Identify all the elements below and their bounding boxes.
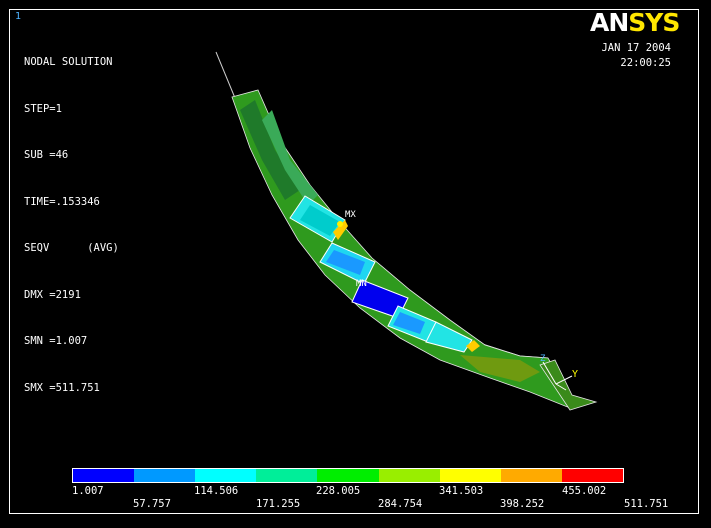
info-sub: SUB =46 bbox=[24, 149, 69, 161]
block-4-side bbox=[393, 312, 425, 334]
info-time: TIME=.153346 bbox=[24, 195, 100, 208]
info-title: NODAL SOLUTION bbox=[24, 56, 113, 68]
legend-value-bottom: 171.255 bbox=[256, 498, 301, 510]
legend-swatch bbox=[561, 469, 623, 482]
info-seqv: SEQV (AVG) bbox=[24, 242, 119, 254]
band-shade-2 bbox=[262, 110, 318, 205]
z-axis-line bbox=[542, 361, 557, 385]
band-shade-3 bbox=[460, 355, 540, 382]
max-marker: MX bbox=[345, 210, 356, 220]
legend-value-top: 228.005 bbox=[316, 485, 361, 497]
ansys-logo: ANSYS bbox=[590, 8, 680, 37]
block-5-hot bbox=[466, 340, 480, 352]
legend-swatch bbox=[439, 469, 501, 482]
contour-legend-bar bbox=[72, 468, 624, 483]
graphics-window-frame bbox=[9, 9, 699, 514]
legend-value-bottom: 284.754 bbox=[378, 498, 423, 510]
block-3 bbox=[351, 279, 409, 319]
x-axis-line bbox=[555, 383, 567, 391]
block-1-hot bbox=[333, 220, 348, 240]
legend-value-top: 341.503 bbox=[439, 485, 484, 497]
legend-swatch bbox=[256, 469, 318, 482]
legend-value-bottom: 57.757 bbox=[133, 498, 171, 510]
min-marker: MN bbox=[356, 279, 367, 289]
legend-value-bottom: 398.252 bbox=[500, 498, 545, 510]
legend-swatch bbox=[378, 469, 440, 482]
legend-swatch bbox=[134, 469, 196, 482]
block-5 bbox=[425, 321, 473, 353]
info-dmx: DMX =2191 bbox=[24, 288, 81, 301]
hot-spot bbox=[337, 221, 343, 227]
info-smx: SMX =511.751 bbox=[24, 381, 100, 394]
info-smn: SMN =1.007 bbox=[24, 335, 88, 347]
timestamp: JAN 17 2004 22:00:25 bbox=[601, 41, 671, 71]
timestamp-date: JAN 17 2004 bbox=[601, 42, 671, 54]
legend-value-top: 1.007 bbox=[72, 485, 104, 497]
block-1-side bbox=[300, 205, 340, 236]
window-number: 1 bbox=[15, 11, 22, 22]
timestamp-time: 22:00:25 bbox=[620, 57, 671, 69]
info-step: STEP=1 bbox=[24, 102, 62, 115]
legend-value-bottom: 511.751 bbox=[624, 498, 669, 510]
block-2-side bbox=[326, 250, 365, 275]
band-tail bbox=[539, 359, 598, 411]
solution-info-panel: NODAL SOLUTION STEP=1 SUB =46 TIME=.1533… bbox=[24, 24, 119, 412]
legend-swatch bbox=[73, 469, 135, 482]
z-axis-label: Z bbox=[540, 354, 546, 364]
legend-value-top: 455.002 bbox=[562, 485, 607, 497]
y-axis-label: Y bbox=[572, 369, 578, 380]
legend-swatch bbox=[195, 469, 257, 482]
legend-swatch bbox=[317, 469, 379, 482]
band-shade-1 bbox=[240, 100, 300, 200]
legend-swatch bbox=[500, 469, 562, 482]
legend-value-top: 114.506 bbox=[194, 485, 239, 497]
y-axis-line bbox=[555, 375, 573, 385]
